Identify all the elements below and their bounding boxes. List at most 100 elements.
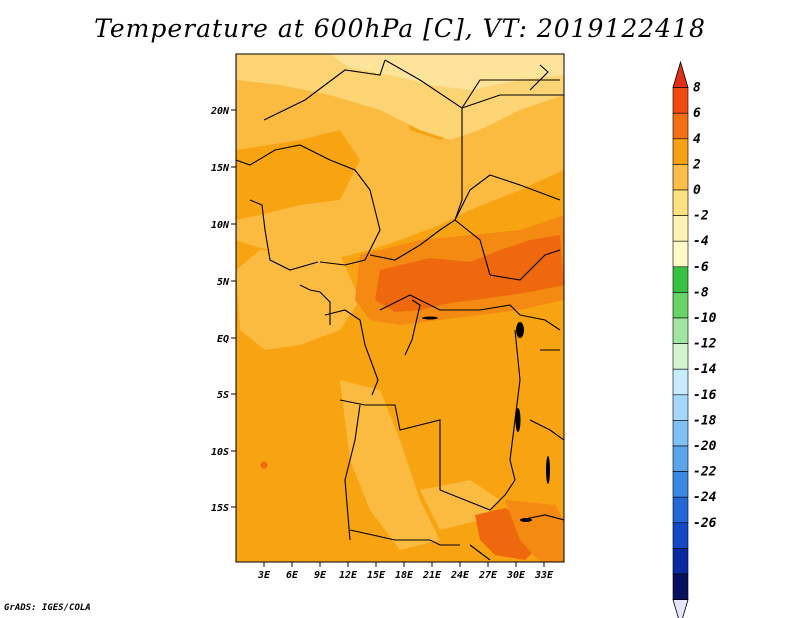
field-hot-core — [375, 235, 564, 312]
field-warm-southeast — [505, 500, 564, 562]
lon-tick: 6E — [286, 562, 299, 581]
lon-label: 27E — [478, 570, 498, 581]
colorbar-swatch — [672, 368, 689, 396]
boundary-sudan-south — [454, 174, 561, 221]
colorbar-swatch — [672, 87, 689, 114]
lon-label: 30E — [506, 570, 526, 581]
colorbar-label: -20 — [693, 439, 717, 454]
boundary-nigeria-cameroon — [319, 189, 381, 266]
colorbar-swatch — [672, 343, 689, 370]
lat-tick: 20N — [210, 106, 236, 117]
colorbar-arrow-bottom — [672, 599, 689, 618]
map-frame — [235, 53, 565, 563]
lake-marker — [422, 316, 438, 320]
colorbar-swatch — [672, 496, 689, 524]
colorbar-swatch — [672, 266, 689, 293]
lat-tick: EQ — [217, 334, 236, 345]
map-title: Temperature at 600hPa [C], VT: 201912241… — [94, 14, 706, 43]
colorbar: 8 6 4 2 0 -2 -4 -6 -8 -10 -12 -14 -16 -18 -20 -22 -24 -26 — [672, 60, 717, 618]
boundary-egypt-sudan — [461, 94, 564, 109]
boundary-angola-drc — [339, 399, 441, 490]
boundary-car — [369, 219, 491, 276]
lakes — [422, 316, 550, 522]
field-north-warm-patch — [236, 130, 360, 220]
boundary-algeria-niger — [263, 59, 386, 121]
coastline-guinea-gulf — [299, 284, 331, 325]
colorbar-label: 8 — [693, 81, 701, 96]
lon-tick: 30E — [506, 562, 526, 581]
boundary-congo-river — [404, 299, 421, 356]
boundary-gabon-congo — [324, 309, 379, 396]
lat-label: 5S — [217, 390, 229, 401]
coastline-red-sea — [529, 64, 549, 91]
colorbar-swatch — [672, 317, 689, 344]
boundary-libya-egypt — [461, 79, 560, 109]
colorbar-label: -22 — [693, 465, 717, 480]
colorbar-swatch — [672, 548, 689, 575]
colorbar-swatch — [672, 215, 689, 242]
colorbar-swatch — [672, 420, 689, 447]
colorbar-label: -16 — [693, 388, 717, 403]
colorbar-label: -26 — [693, 516, 717, 531]
colorbar-arrow-top — [672, 60, 689, 88]
lon-axis: 3E 6E 9E 12E 15E 18E 21E 24E 27E 30E 33E — [257, 562, 554, 581]
lat-label: 10S — [211, 447, 229, 458]
boundary-angola-namibia — [349, 529, 460, 546]
colorbar-label: -6 — [693, 260, 709, 275]
colorbar-label: 6 — [693, 106, 701, 121]
lon-label: 3E — [257, 570, 271, 581]
boundary-rift — [509, 329, 521, 481]
lon-label: 15E — [367, 570, 386, 581]
colorbar-swatch — [672, 292, 689, 319]
lon-tick: 21E — [422, 562, 442, 581]
lon-tick: 33E — [534, 562, 554, 581]
lake-malawi — [546, 456, 550, 484]
lon-tick: 15E — [367, 562, 386, 581]
lake-victoria — [516, 322, 524, 338]
lon-tick: 12E — [339, 562, 358, 581]
lat-tick: 15S — [211, 503, 236, 514]
lon-label: 18E — [395, 570, 414, 581]
temperature-field — [236, 54, 564, 562]
boundary-zambia — [439, 479, 516, 511]
lat-tick: 5S — [217, 390, 236, 401]
lat-label: 15N — [211, 163, 230, 174]
credit-text: GrADS: IGES/COLA — [4, 603, 91, 613]
lat-tick: 10N — [211, 220, 236, 231]
lat-label: 15S — [211, 503, 229, 514]
lat-label: 5N — [217, 277, 230, 288]
boundary-tanzania — [529, 419, 564, 441]
lake-tanganyika — [515, 408, 521, 432]
colorbar-label: 2 — [692, 157, 701, 172]
colorbar-label: -14 — [693, 362, 717, 377]
lat-label: 20N — [210, 106, 230, 117]
colorbar-label: 4 — [693, 132, 701, 147]
colorbar-swatch — [672, 112, 689, 140]
lat-label: EQ — [217, 334, 229, 345]
lon-tick: 18E — [395, 562, 414, 581]
colorbar-swatch — [672, 240, 689, 268]
colorbar-swatch — [672, 471, 689, 498]
lon-label: 24E — [450, 570, 470, 581]
colorbar-label: -18 — [693, 413, 717, 428]
boundary-sahel — [236, 144, 371, 191]
lon-tick: 9E — [314, 562, 327, 581]
lon-label: 6E — [286, 570, 299, 581]
colorbar-label: -8 — [693, 285, 709, 300]
colorbar-swatch — [672, 138, 689, 165]
boundary-southsudan — [489, 249, 561, 281]
field-hot-spot — [260, 461, 268, 469]
boundary-westafrica — [249, 199, 319, 271]
colorbar-swatch — [672, 189, 689, 216]
field-southwest-cool — [340, 380, 440, 550]
lon-tick: 27E — [478, 562, 498, 581]
boundary-congo-north — [379, 294, 521, 316]
colorbar-label: 0 — [693, 183, 701, 198]
lon-label: 9E — [314, 570, 327, 581]
lon-label: 33E — [534, 570, 554, 581]
colorbar-label: -10 — [693, 311, 717, 326]
field-central-cool — [236, 250, 360, 350]
boundary-angola-west — [344, 404, 361, 541]
boundary-uganda — [519, 314, 561, 331]
